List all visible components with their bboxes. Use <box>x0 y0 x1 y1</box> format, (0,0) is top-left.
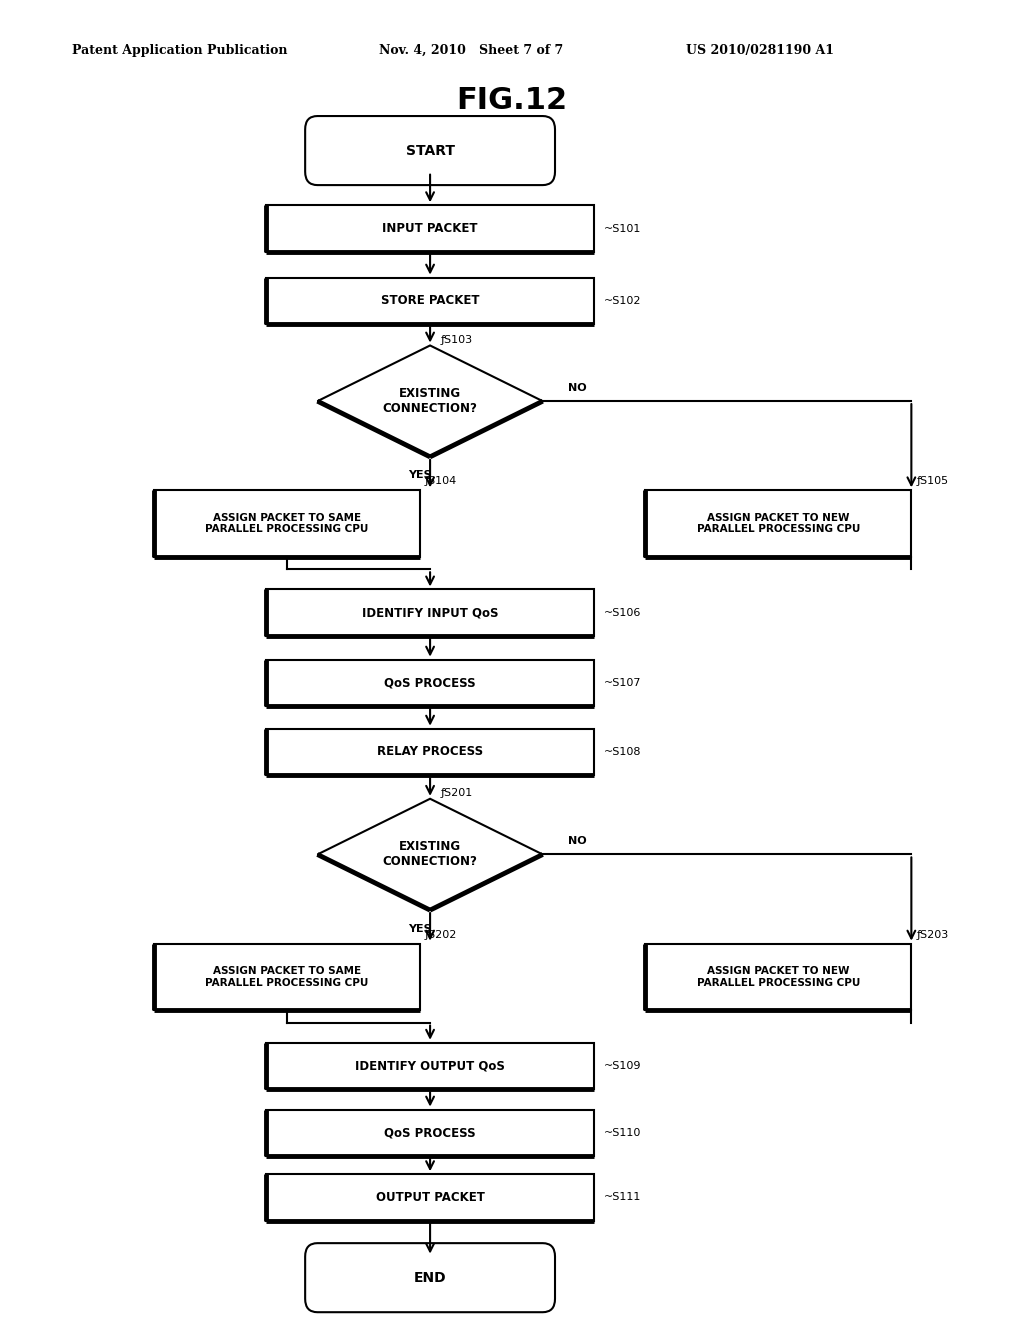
Text: US 2010/0281190 A1: US 2010/0281190 A1 <box>686 44 835 57</box>
Text: INPUT PACKET: INPUT PACKET <box>382 222 478 235</box>
FancyBboxPatch shape <box>305 116 555 185</box>
Text: ƒS203: ƒS203 <box>916 929 948 940</box>
Text: ~S110: ~S110 <box>604 1127 641 1138</box>
Bar <box>266 205 594 252</box>
Bar <box>154 944 420 1010</box>
Text: ƒS201: ƒS201 <box>440 788 472 799</box>
Text: YES: YES <box>408 470 432 480</box>
Bar <box>266 590 594 636</box>
Bar <box>266 1110 594 1156</box>
Bar <box>154 490 420 557</box>
Text: ~S106: ~S106 <box>604 607 641 618</box>
Bar <box>645 944 911 1010</box>
Text: IDENTIFY INPUT QoS: IDENTIFY INPUT QoS <box>361 606 499 619</box>
Text: STORE PACKET: STORE PACKET <box>381 294 479 308</box>
Text: Patent Application Publication: Patent Application Publication <box>72 44 287 57</box>
Text: ƒS105: ƒS105 <box>916 477 948 486</box>
Text: FIG.12: FIG.12 <box>457 86 567 115</box>
Text: QoS PROCESS: QoS PROCESS <box>384 1126 476 1139</box>
Text: OUTPUT PACKET: OUTPUT PACKET <box>376 1191 484 1204</box>
Text: EXISTING
CONNECTION?: EXISTING CONNECTION? <box>383 387 477 416</box>
Text: ƒS202: ƒS202 <box>425 929 458 940</box>
Text: ASSIGN PACKET TO NEW
PARALLEL PROCESSING CPU: ASSIGN PACKET TO NEW PARALLEL PROCESSING… <box>696 966 860 987</box>
Text: NO: NO <box>568 836 587 846</box>
Text: NO: NO <box>568 383 587 393</box>
Text: ASSIGN PACKET TO NEW
PARALLEL PROCESSING CPU: ASSIGN PACKET TO NEW PARALLEL PROCESSING… <box>696 513 860 535</box>
Text: RELAY PROCESS: RELAY PROCESS <box>377 746 483 759</box>
Text: QoS PROCESS: QoS PROCESS <box>384 676 476 689</box>
Text: ~S109: ~S109 <box>604 1061 642 1071</box>
Text: YES: YES <box>408 924 432 933</box>
Text: EXISTING
CONNECTION?: EXISTING CONNECTION? <box>383 841 477 869</box>
FancyBboxPatch shape <box>305 1243 555 1312</box>
Text: ~S108: ~S108 <box>604 747 642 756</box>
Text: START: START <box>406 144 455 157</box>
Text: END: END <box>414 1271 446 1284</box>
Bar <box>645 490 911 557</box>
Bar <box>266 1043 594 1089</box>
Text: ƒS103: ƒS103 <box>440 335 472 345</box>
Polygon shape <box>317 346 543 457</box>
Text: ~S111: ~S111 <box>604 1192 641 1203</box>
Text: IDENTIFY OUTPUT QoS: IDENTIFY OUTPUT QoS <box>355 1060 505 1073</box>
Bar <box>266 660 594 706</box>
Text: ASSIGN PACKET TO SAME
PARALLEL PROCESSING CPU: ASSIGN PACKET TO SAME PARALLEL PROCESSIN… <box>205 513 369 535</box>
Text: ASSIGN PACKET TO SAME
PARALLEL PROCESSING CPU: ASSIGN PACKET TO SAME PARALLEL PROCESSIN… <box>205 966 369 987</box>
Bar <box>266 277 594 325</box>
Bar <box>266 729 594 775</box>
Text: ~S107: ~S107 <box>604 678 642 688</box>
Text: ƒS104: ƒS104 <box>425 477 457 486</box>
Bar <box>266 1173 594 1221</box>
Text: ~S102: ~S102 <box>604 296 642 306</box>
Text: ~S101: ~S101 <box>604 223 641 234</box>
Text: Nov. 4, 2010   Sheet 7 of 7: Nov. 4, 2010 Sheet 7 of 7 <box>379 44 563 57</box>
Polygon shape <box>317 799 543 911</box>
